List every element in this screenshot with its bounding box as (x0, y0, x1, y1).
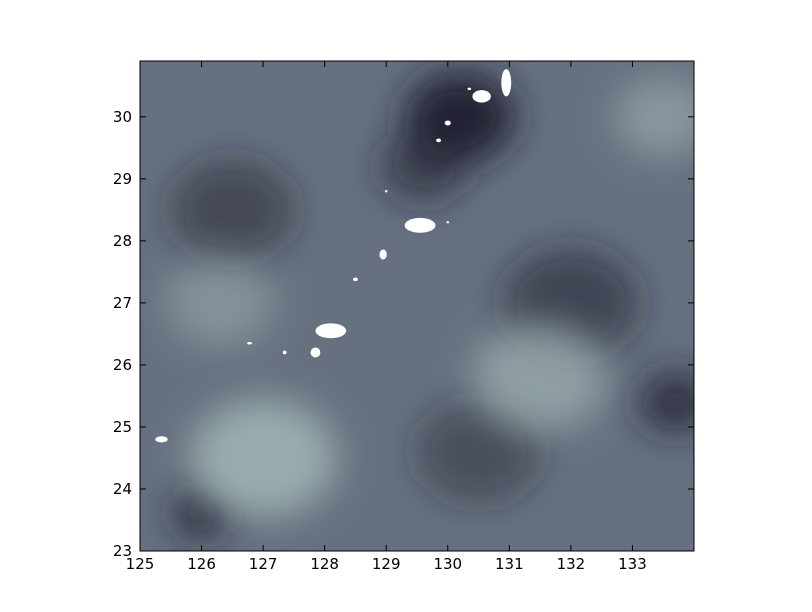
x-axis: 125 126 127 128 129 130 131 132 133 (126, 61, 647, 573)
dark-region-1 (380, 131, 467, 202)
y-tick-label: 29 (113, 170, 132, 188)
light-region-1 (472, 322, 608, 432)
x-tick-label: 128 (310, 555, 339, 573)
y-tick-label: 24 (113, 480, 132, 498)
missing-patch-6 (310, 347, 321, 358)
y-axis: 23 24 25 26 27 28 29 30 (113, 108, 694, 560)
missing-patch-4 (352, 277, 358, 282)
missing-patch-7 (282, 350, 287, 355)
x-tick-label: 130 (433, 555, 462, 573)
dark-region-6 (417, 402, 541, 502)
light-regions (164, 77, 694, 518)
dark-region-3 (638, 372, 694, 432)
x-tick-label: 133 (618, 555, 647, 573)
missing-patch-2 (404, 217, 436, 233)
y-tick-label: 23 (113, 542, 132, 560)
x-tick-label: 132 (557, 555, 586, 573)
missing-data-patches (155, 69, 512, 443)
y-tick-label: 27 (113, 294, 132, 312)
missing-patch-1 (501, 69, 512, 97)
x-tick-label: 131 (495, 555, 524, 573)
y-tick-label: 30 (113, 108, 132, 126)
missing-patch-13 (384, 190, 388, 193)
x-tick-label: 126 (187, 555, 216, 573)
x-tick-label: 127 (249, 555, 278, 573)
x-tick-label: 125 (126, 555, 155, 573)
y-tick-label: 26 (113, 356, 132, 374)
missing-patch-9 (155, 436, 168, 443)
missing-patch-3 (379, 249, 387, 260)
y-tick-label: 25 (113, 418, 132, 436)
plot-area (140, 61, 694, 551)
missing-patch-12 (467, 87, 472, 91)
missing-patch-0 (472, 90, 491, 103)
light-region-0 (189, 398, 337, 518)
dark-region-5 (170, 160, 294, 260)
plot-frame (139, 60, 695, 552)
missing-patch-10 (444, 120, 451, 126)
light-region-3 (164, 258, 276, 348)
missing-patch-11 (436, 138, 442, 143)
missing-patch-14 (446, 221, 450, 224)
dark-regions (170, 72, 694, 537)
missing-patch-8 (247, 341, 253, 345)
x-tick-label: 129 (372, 555, 401, 573)
y-tick-label: 28 (113, 232, 132, 250)
missing-patch-5 (315, 323, 347, 339)
light-region-2 (613, 77, 694, 157)
